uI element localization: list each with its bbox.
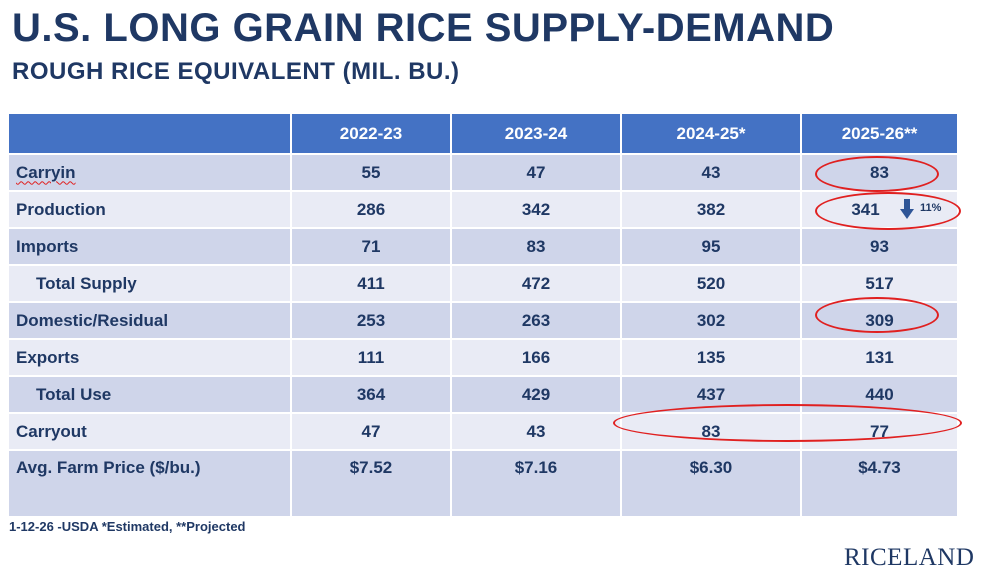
- table-row-exports: Exports 111 166 135 131: [9, 338, 957, 376]
- table-cell: 364: [291, 375, 452, 413]
- row-label-text: Carryin: [16, 162, 76, 182]
- table-cell: 263: [451, 301, 622, 339]
- header-cell-2023-24: 2023-24: [451, 114, 622, 154]
- table-cell: 71: [291, 227, 452, 265]
- table-cell: 47: [291, 412, 452, 450]
- row-label: Avg. Farm Price ($/bu.): [9, 449, 292, 516]
- table-cell: 517: [801, 264, 957, 302]
- row-label: Exports: [9, 338, 292, 376]
- table-cell: 93: [801, 227, 957, 265]
- table-cell: $4.73: [801, 449, 957, 516]
- table-cell: 135: [621, 338, 802, 376]
- table-cell: 472: [451, 264, 622, 302]
- table-row-carryin: Carryin 55 47 43 83: [9, 153, 957, 191]
- header-cell-label: [9, 114, 292, 154]
- table-cell: $6.30: [621, 449, 802, 516]
- table-cell: 111: [291, 338, 452, 376]
- production-2025-26-value: 341: [851, 199, 880, 219]
- table-cell: 429: [451, 375, 622, 413]
- table-cell: 440: [801, 375, 957, 413]
- riceland-logo: RICELAND: [844, 544, 975, 571]
- table-cell: 83: [801, 153, 957, 191]
- table-cell: 520: [621, 264, 802, 302]
- table-cell: 83: [621, 412, 802, 450]
- table-cell: $7.16: [451, 449, 622, 516]
- table-cell: 437: [621, 375, 802, 413]
- row-label: Carryin: [9, 153, 292, 191]
- header-cell-2025-26: 2025-26**: [801, 114, 957, 154]
- table-cell: 95: [621, 227, 802, 265]
- arrow-down-icon: [900, 199, 914, 219]
- table-row-avg-farm-price: Avg. Farm Price ($/bu.) $7.52 $7.16 $6.3…: [9, 449, 957, 516]
- table-cell: 43: [451, 412, 622, 450]
- table-cell: 131: [801, 338, 957, 376]
- row-label: Carryout: [9, 412, 292, 450]
- table-row-total-use: Total Use 364 429 437 440: [9, 375, 957, 413]
- table-cell: 43: [621, 153, 802, 191]
- table-cell: 166: [451, 338, 622, 376]
- supply-demand-table-container: 2022-23 2023-24 2024-25* 2025-26** Carry…: [9, 114, 957, 516]
- table-row-domestic-residual: Domestic/Residual 253 263 302 309: [9, 301, 957, 339]
- supply-demand-table: 2022-23 2023-24 2024-25* 2025-26** Carry…: [9, 114, 957, 516]
- row-label: Imports: [9, 227, 292, 265]
- row-label: Production: [9, 190, 292, 228]
- table-cell: 341: [801, 190, 957, 228]
- table-cell: 302: [621, 301, 802, 339]
- table-cell: 342: [451, 190, 622, 228]
- table-row-imports: Imports 71 83 95 93: [9, 227, 957, 265]
- row-label: Total Use: [9, 375, 292, 413]
- table-cell: 253: [291, 301, 452, 339]
- table-cell: 55: [291, 153, 452, 191]
- production-change-percent: 11%: [920, 202, 942, 214]
- table-cell: 309: [801, 301, 957, 339]
- header-cell-2024-25: 2024-25*: [621, 114, 802, 154]
- footnote: 1-12-26 -USDA *Estimated, **Projected: [9, 519, 246, 534]
- page-subtitle: ROUGH RICE EQUIVALENT (MIL. BU.): [12, 58, 460, 85]
- table-cell: 411: [291, 264, 452, 302]
- header-row: 2022-23 2023-24 2024-25* 2025-26**: [9, 114, 957, 154]
- table-cell: 382: [621, 190, 802, 228]
- page-title: U.S. LONG GRAIN RICE SUPPLY-DEMAND: [12, 6, 835, 50]
- row-label: Domestic/Residual: [9, 301, 292, 339]
- header-cell-2022-23: 2022-23: [291, 114, 452, 154]
- table-cell: 286: [291, 190, 452, 228]
- row-label: Total Supply: [9, 264, 292, 302]
- table-row-carryout: Carryout 47 43 83 77: [9, 412, 957, 450]
- table-cell: 83: [451, 227, 622, 265]
- table-cell: 77: [801, 412, 957, 450]
- table-row-production: Production 286 342 382 341: [9, 190, 957, 228]
- table-cell: 47: [451, 153, 622, 191]
- table-cell: $7.52: [291, 449, 452, 516]
- table-row-total-supply: Total Supply 411 472 520 517: [9, 264, 957, 302]
